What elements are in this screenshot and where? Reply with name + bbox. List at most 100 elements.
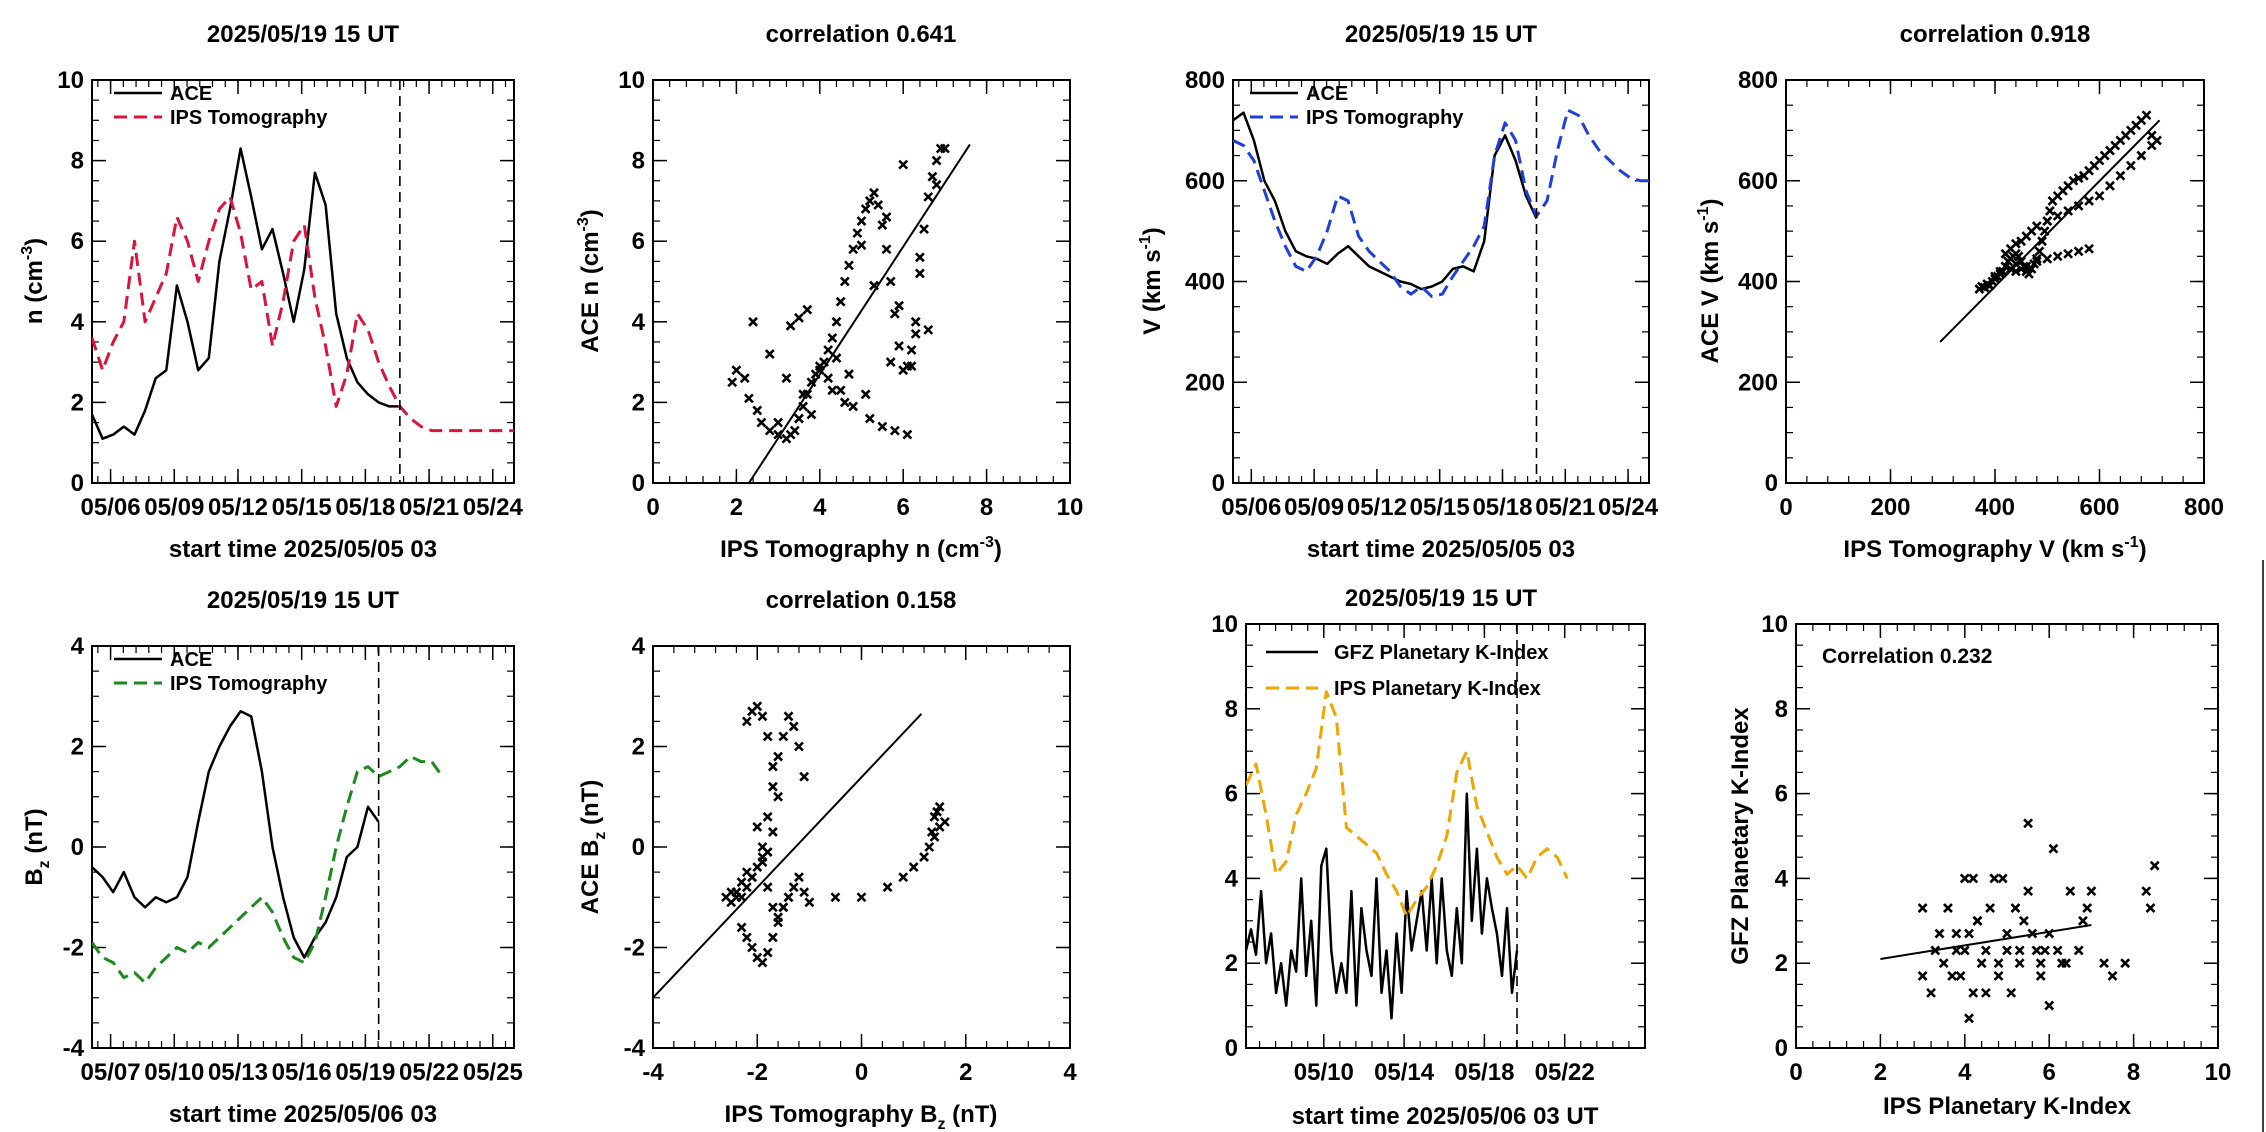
scatter-point-stroke	[910, 316, 921, 327]
y-tick-label: 4	[1775, 865, 1789, 892]
scatter-point	[929, 832, 940, 842]
scatter-point-stroke	[1968, 987, 1979, 998]
scatter-point	[2010, 266, 2021, 277]
scatter-point-stroke	[1938, 958, 1949, 969]
scatter-point-stroke	[2044, 1000, 2055, 1011]
scatter-point-stroke	[830, 892, 841, 903]
scatter-point	[798, 401, 809, 412]
scatter-point	[2115, 170, 2126, 181]
scatter-point-stroke	[767, 761, 778, 772]
scatter-point	[831, 353, 842, 363]
density-timeseries-ylabel-close: )	[21, 238, 48, 246]
scatter-point-stroke	[848, 401, 859, 412]
scatter-point	[764, 425, 775, 436]
y-tick-label: 0	[1212, 470, 1225, 497]
scatter-point-stroke	[889, 308, 900, 319]
x-tick-label: 05/09	[144, 494, 204, 521]
scatter-point	[814, 361, 825, 372]
scatter-point-stroke	[856, 216, 867, 226]
scatter-point	[856, 892, 867, 903]
scatter-point	[2010, 238, 2021, 249]
scatter-point	[773, 417, 784, 428]
bz-timeseries-title: 2025/05/19 15 UT	[207, 587, 399, 614]
scatter-point	[835, 385, 846, 396]
plot-area	[1246, 624, 1569, 1048]
velocity-scatter-plot: 0 200 400 600 800 0 200 400 600 800	[1738, 67, 2224, 521]
density-scatter-xlabel-text: IPS Tomography n (cm	[720, 536, 980, 563]
scatter-point	[2105, 180, 2115, 191]
scatter-point-stroke	[839, 397, 850, 408]
kindex-scatter-ylabel: GFZ Planetary K-Index	[1727, 707, 1754, 965]
scatter-point-stroke	[2099, 958, 2109, 969]
x-tick-label: 0	[646, 494, 659, 521]
kindex-timeseries-plot: 05/10 05/14 05/18 05/22 0 2 4 6 8 10	[1211, 611, 1646, 1086]
x-tick-label: 05/19	[335, 1059, 395, 1086]
scatter-point	[860, 389, 871, 400]
x-tick-label: 05/18	[1454, 1059, 1514, 1086]
x-tick-label: 0	[1789, 1059, 1802, 1086]
scatter-point	[932, 806, 943, 817]
scatter-point	[2044, 206, 2055, 216]
scatter-point-stroke	[747, 872, 757, 883]
scatter-point	[2037, 236, 2047, 247]
scatter-point	[756, 417, 767, 428]
bz-scatter-plot: -4 -2 0 2 4 -4 -2 0 2 4	[624, 633, 1078, 1086]
scatter-point-stroke	[869, 280, 879, 291]
scatter-point-stroke	[2094, 190, 2105, 201]
density-timeseries-plot: 05/06 05/09 05/12 05/15 05/18 05/21 05/24 0 2 4 6 8…	[57, 67, 523, 521]
scatter-point-stroke	[831, 316, 842, 327]
y-tick-label: 600	[1185, 168, 1225, 195]
y-tick-label: 8	[71, 148, 84, 175]
y-tick-label: 0	[632, 834, 645, 861]
velocity-timeseries-xlabel: start time 2025/05/05 03	[1307, 536, 1575, 563]
scatter-point-stroke	[881, 212, 892, 222]
scatter-point	[731, 365, 742, 376]
legend-label-ips: IPS Tomography	[170, 107, 328, 129]
scatter-point	[2042, 216, 2053, 226]
scatter-point-stroke	[2031, 221, 2042, 232]
scatter-point	[2042, 253, 2053, 264]
scatter-point	[1993, 958, 2004, 969]
legend-label-ips: IPS Planetary K-Index	[1334, 678, 1541, 700]
scatter-point	[914, 252, 925, 263]
scatter-point-stroke	[2084, 195, 2094, 206]
scatter-point-stroke	[929, 832, 940, 842]
x-tick-label: 600	[2079, 494, 2119, 521]
scatter-point-stroke	[1917, 971, 1928, 981]
scatter-point	[924, 842, 935, 852]
scatter-point	[757, 957, 768, 968]
scatter-point-stroke	[1930, 945, 1941, 956]
scatter-point	[2039, 226, 2050, 237]
velocity-timeseries-ylabel: V (km s-1)	[1137, 227, 1166, 335]
scatter-point	[2099, 958, 2109, 969]
scatter-point	[919, 224, 929, 235]
scatter-point-stroke	[877, 220, 888, 230]
y-tick-label: 2	[632, 389, 645, 416]
scatter-point-stroke	[864, 413, 875, 424]
scatter-point-stroke	[2014, 945, 2025, 956]
scatter-point-stroke	[2149, 860, 2160, 871]
scatter-point-stroke	[794, 872, 804, 883]
scatter-point	[848, 401, 859, 412]
scatter-point	[1943, 903, 1953, 913]
scatter-point-stroke	[2082, 903, 2093, 913]
scatter-point-stroke	[2063, 206, 2074, 216]
scatter-point-stroke	[752, 952, 763, 963]
x-tick-label: 0	[855, 1059, 868, 1086]
scatter-point-stroke	[2136, 150, 2147, 161]
regression-line	[1880, 924, 2092, 960]
scatter-point	[2044, 928, 2055, 939]
scatter-point	[2125, 160, 2136, 171]
scatter-point	[2023, 886, 2034, 897]
scatter-point	[757, 857, 768, 867]
x-tick-label: 2	[730, 494, 743, 521]
scatter-point	[2073, 246, 2084, 257]
scatter-point-stroke	[1997, 873, 2008, 884]
plot-area	[1939, 110, 2162, 343]
scatter-point	[781, 373, 792, 384]
scatter-point-stroke	[799, 771, 810, 782]
x-tick-label: 10	[2205, 1059, 2232, 1086]
scatter-point-stroke	[906, 345, 917, 355]
scatter-point	[1980, 945, 1991, 956]
density-timeseries-ylabel-text: n (cm	[21, 260, 48, 324]
